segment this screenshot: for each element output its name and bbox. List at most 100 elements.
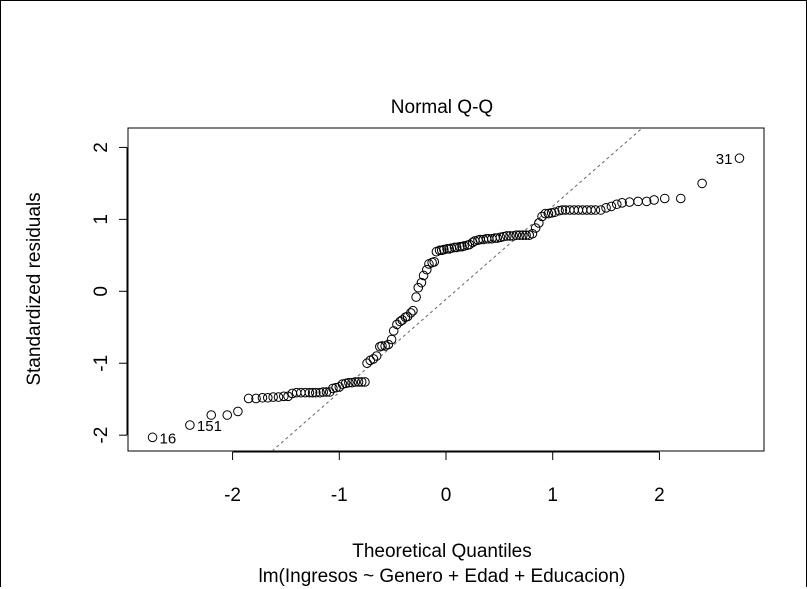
data-point xyxy=(350,377,361,387)
data-point xyxy=(534,218,544,228)
data-point xyxy=(344,377,354,388)
data-point xyxy=(511,230,522,240)
y-tick-label: 0 xyxy=(91,286,112,297)
data-point xyxy=(455,241,465,252)
data-point xyxy=(362,358,372,369)
data-point xyxy=(243,393,254,404)
y-tick-label: -2 xyxy=(91,427,112,444)
outlier-labels: 16 151 31 xyxy=(160,151,733,447)
data-point xyxy=(413,282,424,293)
data-point xyxy=(554,205,564,216)
data-point xyxy=(734,153,745,164)
data-point xyxy=(617,198,627,208)
data-point xyxy=(416,277,427,288)
data-point xyxy=(340,378,351,389)
data-point xyxy=(606,201,617,212)
data-point xyxy=(318,387,329,397)
chart-subtitle: lm(Ingresos ~ Genero + Edad + Educacion) xyxy=(258,566,625,587)
data-point xyxy=(324,387,335,397)
data-point xyxy=(595,205,606,215)
data-point xyxy=(464,239,475,250)
data-point xyxy=(356,377,367,387)
outlier-label: 16 xyxy=(160,430,177,447)
data-point xyxy=(397,315,408,325)
data-point xyxy=(371,351,382,361)
data-point xyxy=(278,391,289,402)
data-point xyxy=(402,311,413,322)
data-point xyxy=(328,383,338,394)
data-point xyxy=(262,392,273,403)
data-point xyxy=(383,339,394,350)
data-point xyxy=(251,393,261,404)
y-tick-label: -1 xyxy=(91,355,112,372)
data-point xyxy=(353,377,364,387)
data-point xyxy=(360,377,370,387)
data-point xyxy=(377,341,387,351)
outlier-label: 31 xyxy=(716,151,733,168)
y-axis: -2 -1 0 1 2 xyxy=(91,142,128,444)
data-point xyxy=(434,245,445,256)
data-point xyxy=(257,392,268,403)
data-point xyxy=(300,387,310,398)
data-point xyxy=(527,228,538,239)
data-point xyxy=(492,233,503,243)
data-point xyxy=(429,257,440,267)
data-point xyxy=(557,205,568,215)
data-points xyxy=(147,153,745,443)
data-point xyxy=(550,207,560,217)
data-point xyxy=(546,208,557,218)
data-point xyxy=(307,387,318,398)
x-tick-label: 1 xyxy=(547,485,558,506)
data-point xyxy=(495,232,506,243)
data-point xyxy=(540,208,551,219)
data-point xyxy=(649,195,659,205)
data-point xyxy=(439,244,449,255)
data-point xyxy=(641,196,652,207)
outlier-label: 151 xyxy=(197,418,222,435)
data-point xyxy=(273,392,284,402)
data-point xyxy=(222,410,233,420)
data-point xyxy=(233,406,243,417)
data-point xyxy=(304,387,315,398)
data-point xyxy=(418,270,429,281)
data-point xyxy=(601,203,611,213)
plot-area-box xyxy=(127,127,765,452)
y-axis-label: Standardized residuals xyxy=(24,192,45,385)
data-point xyxy=(590,205,601,215)
reference-line-group xyxy=(271,127,643,452)
x-tick-label: 0 xyxy=(441,485,452,506)
data-point xyxy=(611,199,622,210)
data-point xyxy=(449,242,460,253)
x-tick-label: 2 xyxy=(654,485,665,506)
data-point xyxy=(442,244,452,254)
data-point xyxy=(315,387,325,398)
data-point xyxy=(633,196,643,207)
data-point xyxy=(311,387,321,398)
data-point xyxy=(530,223,541,233)
y-tick-label: 1 xyxy=(91,214,112,225)
data-point xyxy=(185,420,195,430)
data-point xyxy=(498,231,509,242)
chart-title: Normal Q-Q xyxy=(391,97,493,118)
data-point xyxy=(505,231,515,241)
data-point xyxy=(147,432,158,443)
data-point xyxy=(697,178,707,189)
data-point xyxy=(421,264,432,275)
x-tick-label: -2 xyxy=(224,485,241,506)
data-point xyxy=(411,292,421,302)
x-tick-label: -1 xyxy=(331,485,348,506)
data-point xyxy=(502,231,512,241)
data-point xyxy=(514,230,525,240)
data-point xyxy=(405,308,416,318)
data-point xyxy=(659,193,670,204)
data-point xyxy=(521,230,531,240)
data-point xyxy=(518,230,528,240)
data-point xyxy=(543,208,554,219)
data-point xyxy=(386,334,397,345)
x-axis: -2 -1 0 1 2 xyxy=(224,451,665,506)
data-point xyxy=(537,211,547,222)
data-point xyxy=(408,305,418,316)
y-tick-label: 2 xyxy=(91,142,112,153)
